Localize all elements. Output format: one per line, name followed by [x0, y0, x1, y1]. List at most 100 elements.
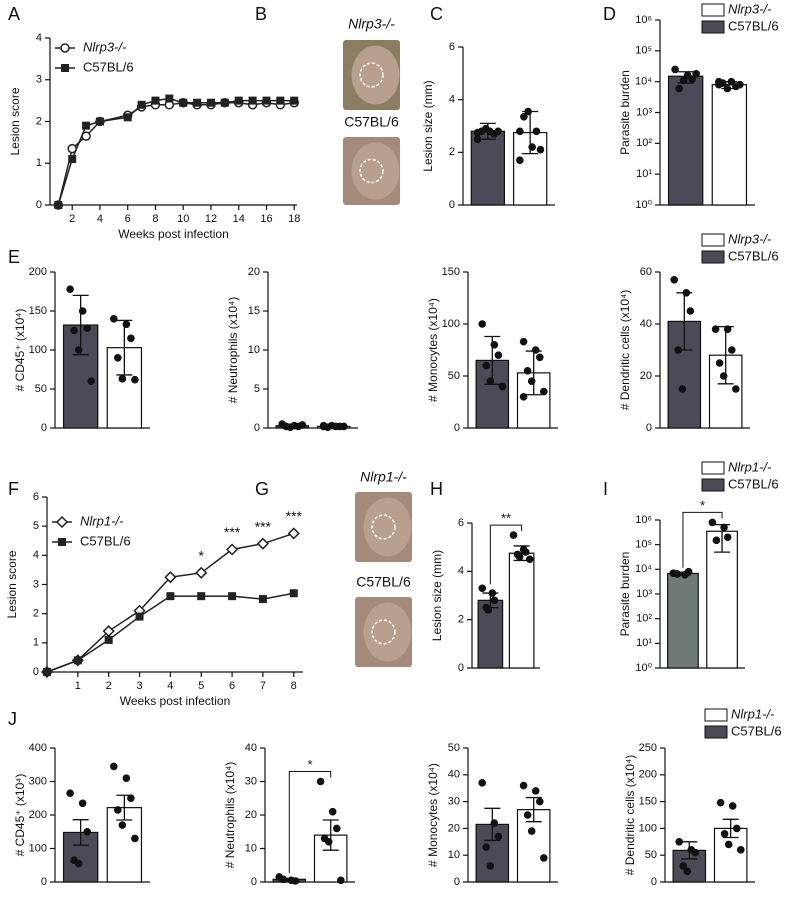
series-line	[46, 592, 294, 673]
marker	[61, 64, 69, 72]
y-axis-label: Lesion size (mm)	[421, 80, 435, 171]
marker	[234, 96, 243, 105]
bar	[508, 552, 535, 669]
data-point	[319, 422, 328, 431]
y-tick-label: 100	[29, 842, 47, 854]
data-point	[516, 156, 524, 165]
data-point	[114, 354, 122, 362]
y-tick-label: 1	[36, 157, 42, 169]
bar	[706, 530, 738, 669]
photo-ear	[351, 45, 400, 105]
significance: ***	[286, 508, 303, 524]
legend-label: Nlrp3-/-	[728, 1, 772, 16]
data-point	[728, 346, 736, 354]
y-tick-label: 0	[454, 422, 460, 434]
data-point	[675, 84, 683, 93]
data-point	[490, 819, 499, 827]
data-point	[678, 385, 687, 393]
data-point	[519, 781, 528, 790]
y-tick-label: 20	[245, 809, 257, 821]
y-tick-label: 10⁶	[635, 14, 652, 26]
y-tick-label: 10⁵	[635, 539, 652, 551]
y-axis-label: # Dendritic cells (x10⁴)	[618, 290, 632, 411]
legend-swatch	[701, 478, 725, 492]
y-tick-label: 40	[245, 742, 257, 754]
data-point	[524, 107, 532, 116]
data-point	[521, 548, 530, 556]
data-point	[527, 827, 536, 835]
legend-swatch	[704, 708, 728, 722]
panel-letter: B	[255, 4, 267, 24]
y-tick-label: 10⁶	[635, 514, 652, 526]
data-point	[66, 789, 74, 798]
y-tick-label: 20	[640, 370, 652, 382]
legend-swatch	[704, 725, 728, 739]
data-point	[327, 421, 336, 430]
marker	[54, 201, 63, 209]
x-tick-label: 12	[205, 213, 217, 225]
legend-label: C57BL/6	[728, 18, 779, 33]
data-point	[536, 797, 544, 806]
x-tick-label: 16	[260, 213, 272, 225]
data-point	[87, 377, 95, 386]
data-point	[532, 127, 541, 136]
x-tick-label: 2	[106, 680, 112, 692]
data-point	[719, 372, 728, 380]
x-tick-label: 18	[288, 213, 300, 225]
y-tick-label: 150	[442, 266, 460, 278]
y-tick-label: 4	[458, 565, 464, 577]
marker	[164, 571, 177, 584]
legend-swatch	[701, 461, 725, 475]
data-point	[473, 135, 482, 143]
y-tick-label: 6	[458, 517, 464, 529]
y-axis-label: Lesion score	[5, 550, 19, 618]
y-tick-label: 30	[448, 796, 460, 808]
marker	[262, 96, 271, 105]
legend-label: Nlrp1-/-	[731, 706, 775, 721]
photo-label: Nlrp1-/-	[360, 469, 407, 485]
series-line	[46, 532, 294, 673]
data-point	[723, 533, 732, 542]
data-point	[516, 127, 524, 136]
marker	[258, 595, 267, 604]
x-tick-label: 10	[177, 213, 189, 225]
data-point	[279, 875, 288, 884]
data-point	[679, 76, 688, 85]
data-point	[531, 787, 540, 795]
data-point	[478, 779, 487, 787]
data-point	[122, 774, 131, 782]
marker	[256, 537, 269, 550]
y-axis-label: Parasite burden	[618, 552, 632, 637]
y-axis-label: # Monocytes (x10⁴)	[426, 298, 440, 402]
data-point	[733, 824, 741, 833]
panel-letter: F	[8, 479, 19, 499]
significance: *	[198, 548, 204, 564]
marker	[195, 566, 208, 579]
data-point	[528, 143, 536, 151]
y-tick-label: 10¹	[636, 637, 652, 649]
panel-letter: J	[8, 709, 17, 729]
y-tick-label: 4	[36, 32, 42, 44]
y-tick-label: 200	[639, 769, 657, 781]
marker	[58, 538, 66, 546]
legend-label: C57BL/6	[731, 723, 782, 738]
data-point	[70, 326, 78, 335]
y-axis-label: # Neutrophils (x10⁴)	[226, 297, 240, 404]
y-tick-label: 0	[251, 876, 257, 888]
y-tick-label: 0	[41, 422, 47, 434]
lesion-outline	[371, 514, 396, 540]
y-tick-label: 6	[449, 41, 455, 53]
data-point	[715, 77, 723, 86]
bar	[711, 84, 748, 206]
x-tick-label: 7	[260, 680, 266, 692]
data-point	[494, 832, 503, 841]
legend-label: Nlrp1-/-	[728, 459, 772, 474]
legend-label: Nlrp3-/-	[728, 231, 772, 246]
bar	[667, 75, 704, 206]
data-point	[723, 325, 732, 334]
data-point	[723, 84, 732, 93]
lesion-outline	[359, 158, 384, 184]
x-tick-label: 3	[136, 680, 142, 692]
bar	[672, 849, 707, 883]
marker	[289, 589, 298, 598]
